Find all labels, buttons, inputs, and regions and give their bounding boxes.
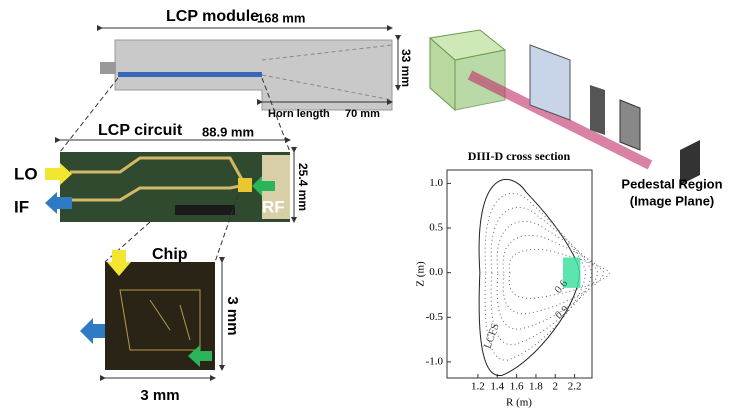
flux-surface [497,221,597,329]
x-tick-label: 1.6 [510,381,524,393]
module-photo [100,40,392,110]
chip-if-arrow [80,318,105,344]
y-tick-label: -1.0 [426,355,444,367]
circuit-length: 88.9 mm [202,124,254,139]
y-axis-label: Z (m) [415,261,427,287]
x-tick-label: 1.8 [529,381,543,393]
chip-width: 3 mm [140,387,179,404]
x-tick-label: 2.2 [568,381,582,393]
circuit-title: LCP circuit [98,122,183,139]
y-tick-label: 0.0 [429,266,443,278]
x-tick-label: 1.4 [490,381,504,393]
module-height: 33 mm [399,49,413,87]
x-tick-label: 1.2 [471,381,485,393]
y-tick-label: 1.0 [429,177,443,189]
rf-label: RF [262,197,285,216]
module-title: LCP module [166,8,259,25]
figure: LCP module 168 mm 33 mm Horn length 70 m… [0,0,739,408]
y-tick-label: -0.5 [426,311,444,323]
if-label: IF [14,197,29,216]
x-axis-label: R (m) [506,397,532,408]
chip-height: 3 mm [224,296,241,335]
lo-label: LO [14,164,38,183]
plot-title: DIII-D cross section [468,149,571,163]
chip-title: Chip [152,246,188,263]
y-tick-label: 0.5 [429,222,443,234]
render-label: (Image Plane) [630,193,715,208]
flux-surface [503,235,603,313]
render-label: Pedestal Region [621,176,722,191]
horn-length: 70 mm [345,108,380,120]
contour-label: LCFS [482,322,502,351]
module-length: 168 mm [257,10,305,25]
circuit-height: 25.4 mm [296,163,310,211]
x-tick-label: 2 [553,381,559,393]
